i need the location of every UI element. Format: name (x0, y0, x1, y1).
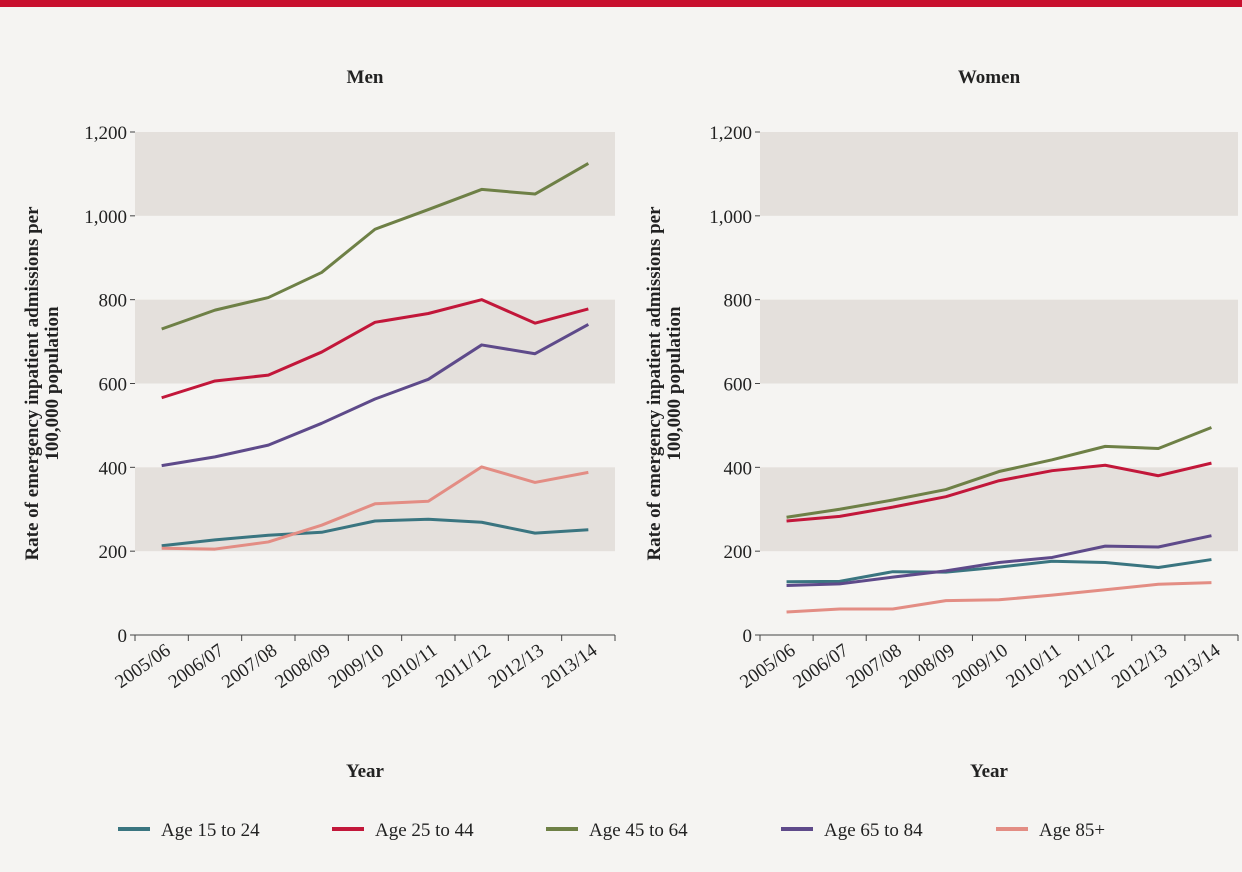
series-line (161, 323, 590, 468)
series-line (786, 558, 1212, 584)
series-line (161, 162, 590, 331)
y-tick-label: 400 (724, 458, 753, 479)
y-tick-label: 0 (118, 626, 128, 647)
legend-label: Age 65 to 84 (824, 820, 923, 841)
y-tick-label: 200 (724, 542, 753, 563)
y-tick-label: 600 (99, 375, 128, 396)
y-tick-label: 800 (724, 291, 753, 312)
grid-band (135, 299, 615, 384)
chart-title: Men (347, 67, 384, 88)
y-tick-label: 0 (743, 626, 753, 647)
top-bar (0, 0, 1242, 7)
y-tick-label: 1,000 (709, 207, 752, 228)
series-line (786, 426, 1212, 519)
legend-label: Age 25 to 44 (375, 820, 474, 841)
y-tick-label: 200 (99, 542, 128, 563)
series-line (786, 534, 1212, 588)
series-line (161, 465, 589, 551)
y-tick-label: 400 (99, 458, 128, 479)
y-tick-label: 1,200 (709, 123, 752, 144)
series-line (786, 461, 1212, 523)
x-axis-label: Year (346, 761, 385, 782)
legend-label: Age 45 to 64 (589, 820, 688, 841)
y-axis-label: 100,000 population (664, 306, 685, 461)
grid-band (135, 132, 615, 216)
y-tick-label: 800 (99, 291, 128, 312)
y-axis-label: 100,000 population (42, 306, 63, 461)
y-axis-label: Rate of emergency inpatient admissions p… (644, 206, 665, 561)
grid-band (760, 132, 1238, 216)
y-axis-label: Rate of emergency inpatient admissions p… (22, 206, 43, 561)
chart-title: Women (958, 67, 1021, 88)
y-tick-label: 1,200 (84, 123, 127, 144)
y-tick-label: 1,000 (84, 207, 127, 228)
series-line (161, 298, 589, 400)
series-line (161, 517, 589, 548)
legend-label: Age 15 to 24 (161, 820, 260, 841)
x-axis-label: Year (970, 761, 1009, 782)
y-tick-label: 600 (724, 375, 753, 396)
series-line (786, 581, 1212, 614)
grid-band (760, 299, 1238, 384)
legend-label: Age 85+ (1039, 820, 1105, 841)
